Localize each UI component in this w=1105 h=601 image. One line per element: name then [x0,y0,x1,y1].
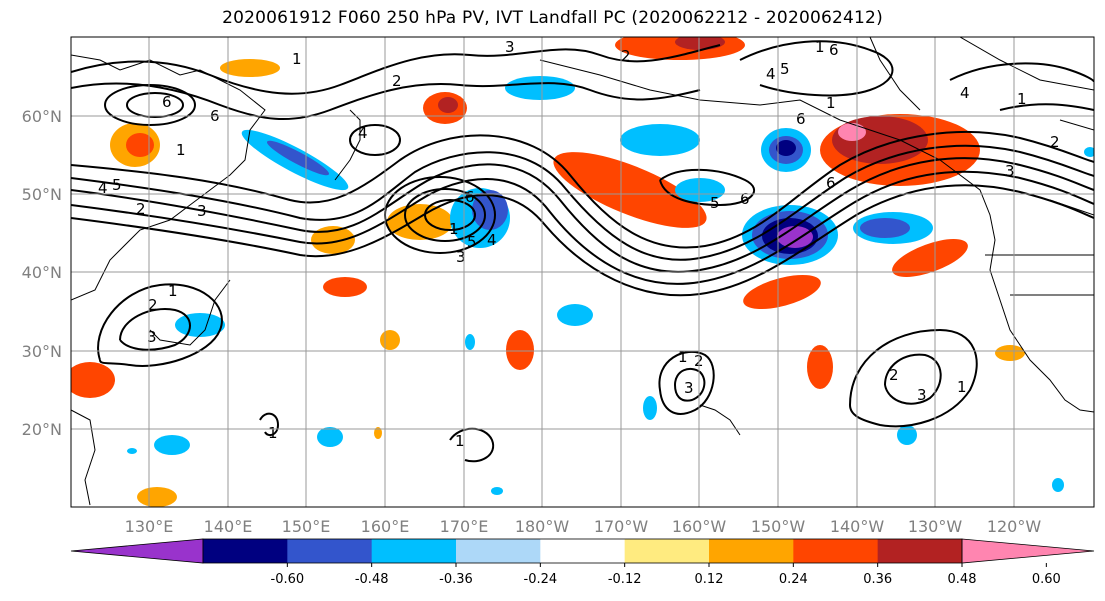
lon-tick-label: 150°E [282,517,331,536]
contour-label: 1 [455,432,465,450]
lat-tick-label: 60°N [22,107,62,126]
lon-tick-label: 140°E [204,517,253,536]
contour-label: 6 [829,41,839,59]
colorbar-tick-label: -0.48 [355,572,389,587]
contour-label: 5 [112,176,122,194]
colorbar-tick-label: -0.24 [524,572,558,587]
contour-label: 3 [505,38,515,56]
contour-label: 1 [292,50,302,68]
lon-tick-label: 130°W [908,517,963,536]
plot-frame [70,36,1095,508]
contour-label: 2 [136,200,146,218]
lon-tick-label: 120°W [987,517,1042,536]
colorbar-extend-min [70,538,204,564]
contour-label: 4 [358,124,368,142]
contour-label: 6 [796,110,806,128]
contour-label: 6 [826,174,836,192]
lon-tick-label: 140°W [830,517,885,536]
gridlines [71,37,1094,507]
lon-tick-label: 170°E [440,517,489,536]
lon-tick-label: 170°W [594,517,649,536]
contour-label: 1 [449,220,459,238]
contour-label: 5 [780,60,790,78]
contour-label: 6 [162,93,172,111]
colorbar-tick-label: -0.60 [271,572,305,587]
lon-tick-label: 130°E [125,517,174,536]
contour-label: 5 [710,194,720,212]
colorbar-tick-label: 0.60 [1032,572,1061,587]
colorbar-tick-label: 0.36 [863,572,892,587]
contour-label: 3 [197,202,207,220]
lat-tick-label: 20°N [22,420,62,439]
colorbar-extend-max [961,538,1095,564]
colorbar-tick-label: 0.48 [948,572,977,587]
contour-label: 1 [815,38,825,56]
contour-label: 6 [740,190,750,208]
contour-label: 3 [456,248,466,266]
colorbar-tick-label: -0.36 [439,572,473,587]
colorbar: -0.60 -0.48 -0.36 -0.24 -0.12 0.12 0.24 0.36 0.4… [70,538,1095,587]
contour-label: 1 [678,348,688,366]
colorbar-segment [877,539,963,563]
lat-tick-label: 40°N [22,263,62,282]
contour-label: 2 [889,366,899,384]
contour-label: 2 [621,47,631,65]
lon-tick-label: 160°W [672,517,727,536]
contour-label: 3 [917,386,927,404]
colorbar-segment [793,539,879,563]
colorbar-segment [709,539,794,563]
contour-label: 3 [147,328,157,346]
contour-label: 1 [168,282,178,300]
contour-label-group: 1 2 3 6 6 1 4 5 2 3 4 1 6 5 4 3 2 5 6 4 … [98,38,1060,450]
contour-label: 1 [176,141,186,159]
lat-tick-label: 50°N [22,185,62,204]
contour-label: 2 [1050,133,1060,151]
lon-tick-label: 180°W [515,517,570,536]
colorbar-tick-label: 0.12 [695,572,724,587]
colorbar-frame [202,538,963,564]
contour-label: 4 [960,84,970,102]
contour-label: 1 [826,94,836,112]
contour-label: 2 [148,296,158,314]
colorbar-segment [540,539,626,563]
contour-label: 4 [487,231,497,249]
colorbar-segment [287,539,373,563]
contour-label: 1 [1017,90,1027,108]
colorbar-segment [203,539,288,563]
lat-tick-label: 30°N [22,342,62,361]
colorbar-tick-label: 0.24 [779,572,808,587]
contour-label: 1 [268,424,278,442]
contour-label: 1 [957,378,967,396]
contour-label: 2 [392,72,402,90]
lon-tick-label: 160°E [361,517,410,536]
colorbar-segment [624,539,710,563]
colorbar-segment [371,539,457,563]
contour-label: 5 [467,233,477,251]
contour-label: 6 [465,188,475,206]
longitude-labels: 130°E 140°E 150°E 160°E 170°E 180°W 170°… [125,517,1042,536]
contour-label: 4 [98,179,108,197]
contour-label: 3 [684,379,694,397]
colorbar-segment [456,539,541,563]
latitude-labels: 60°N 50°N 40°N 30°N 20°N [22,107,62,439]
colorbar-tick-label: -0.12 [608,572,642,587]
contour-label: 3 [1005,162,1015,180]
contour-label: 4 [766,65,776,83]
map-title: 2020061912 F060 250 hPa PV, IVT Landfall… [222,8,883,28]
ivt-contours [71,40,1094,463]
lon-tick-label: 150°W [751,517,806,536]
